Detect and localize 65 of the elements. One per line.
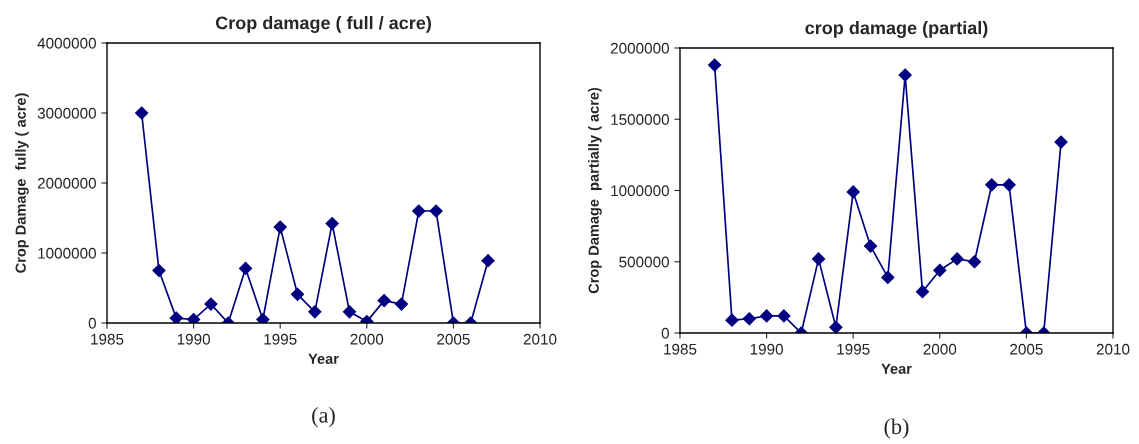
x-tick-label: 2000 xyxy=(350,333,384,345)
point xyxy=(256,312,270,323)
y-tick-label: 2000000 xyxy=(610,42,669,54)
x-axis-title: Year xyxy=(308,353,339,364)
point xyxy=(811,252,826,266)
y-axis-title: Crop Damage partially ( acre) xyxy=(588,87,602,294)
x-tick-label: 1995 xyxy=(264,333,297,345)
y-tick-label: 1000000 xyxy=(38,247,96,259)
y-tick-label: 2000000 xyxy=(37,177,96,189)
point xyxy=(967,255,982,269)
point xyxy=(152,263,166,278)
x-axis-title: Year xyxy=(881,363,912,374)
x-tick-label: 1985 xyxy=(664,343,697,355)
point xyxy=(187,312,201,323)
point xyxy=(985,178,999,192)
point xyxy=(829,320,843,333)
y-tick-label: 4000000 xyxy=(37,37,96,49)
point xyxy=(273,220,287,234)
point xyxy=(238,261,253,275)
point xyxy=(846,185,860,199)
point xyxy=(308,305,322,319)
point xyxy=(325,217,339,231)
point xyxy=(135,106,149,120)
y-axis-title: Crop Damage fully ( acre) xyxy=(15,93,29,273)
point xyxy=(342,305,357,319)
y-tick-label: 3000000 xyxy=(37,107,96,119)
text: (b) xyxy=(884,418,909,439)
point xyxy=(429,204,443,218)
point xyxy=(1002,178,1016,192)
point xyxy=(950,252,964,266)
point xyxy=(481,254,495,268)
point xyxy=(881,270,895,285)
point xyxy=(1054,135,1068,149)
x-tick-label: 2010 xyxy=(1096,343,1130,355)
point xyxy=(412,204,426,218)
point xyxy=(898,68,912,82)
chart-title: crop damage (partial) xyxy=(805,21,988,38)
point xyxy=(915,285,930,299)
y-tick-label: 0 xyxy=(88,317,96,329)
y-tick-label: 0 xyxy=(661,327,669,339)
x-tick-label: 1990 xyxy=(750,343,783,355)
point xyxy=(863,239,878,253)
y-tick-label: 1500000 xyxy=(611,114,669,125)
x-tick-label: 1985 xyxy=(91,333,124,345)
point xyxy=(377,294,391,308)
point xyxy=(725,313,739,327)
y-tick-label: 500000 xyxy=(619,256,669,268)
point xyxy=(760,309,774,323)
point xyxy=(777,309,791,323)
text: (a) xyxy=(312,407,335,428)
point xyxy=(933,263,947,277)
point xyxy=(708,58,722,72)
point xyxy=(290,287,305,301)
point xyxy=(169,311,183,323)
x-tick-label: 2010 xyxy=(523,333,557,345)
x-tick-label: 1990 xyxy=(177,333,210,345)
chart-title: Crop damage ( full / acre) xyxy=(215,16,431,33)
x-tick-label: 2005 xyxy=(1010,343,1043,355)
x-tick-label: 2005 xyxy=(437,333,470,345)
y-tick-label: 1000000 xyxy=(611,185,669,197)
point xyxy=(394,297,409,311)
point xyxy=(742,312,756,326)
x-tick-label: 2000 xyxy=(923,343,957,355)
point xyxy=(204,297,218,311)
x-tick-label: 1995 xyxy=(837,343,870,355)
